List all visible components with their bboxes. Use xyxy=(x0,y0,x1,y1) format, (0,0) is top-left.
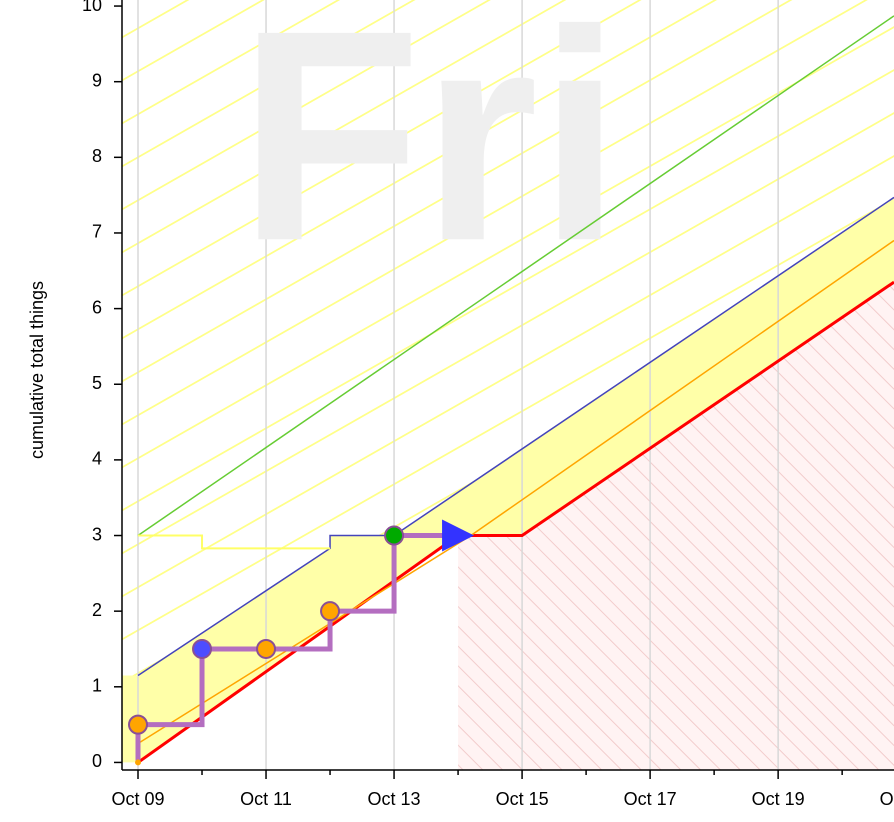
y-tick-label: 9 xyxy=(92,70,102,90)
y-tick-label: 1 xyxy=(92,676,102,696)
y-tick-label: 8 xyxy=(92,146,102,166)
y-tick-label: 2 xyxy=(92,600,102,620)
data-point xyxy=(135,759,142,766)
projection-arrow xyxy=(442,519,475,552)
series-line xyxy=(138,534,331,550)
x-tick-label: Oct 19 xyxy=(752,789,805,809)
y-tick-label: 6 xyxy=(92,297,102,317)
y-axis-label: cumulative total things xyxy=(27,281,47,459)
x-tick-label: Oct 09 xyxy=(111,789,164,809)
x-tick-label: Oct 11 xyxy=(240,789,292,809)
x-tick-label: Oct 15 xyxy=(496,789,549,809)
data-point xyxy=(256,638,277,659)
series-line xyxy=(135,533,445,763)
y-tick-label: 3 xyxy=(92,524,102,544)
data-point xyxy=(384,525,405,546)
x-tick-label: Oct 21 xyxy=(880,789,894,809)
data-point xyxy=(320,601,341,622)
y-tick-label: 4 xyxy=(92,449,102,469)
series-line xyxy=(137,196,894,677)
y-tick-label: 0 xyxy=(92,751,102,771)
y-tick-label: 7 xyxy=(92,222,102,242)
watermark: Fri xyxy=(238,0,621,303)
x-tick-label: Oct 17 xyxy=(624,789,677,809)
y-tick-label: 5 xyxy=(92,373,102,393)
y-tick-label: 10 xyxy=(82,0,102,15)
series-line xyxy=(137,15,894,537)
x-tick-label: Oct 13 xyxy=(368,789,421,809)
danger-region xyxy=(458,282,894,770)
data-point xyxy=(128,714,149,735)
data-point xyxy=(192,638,213,659)
